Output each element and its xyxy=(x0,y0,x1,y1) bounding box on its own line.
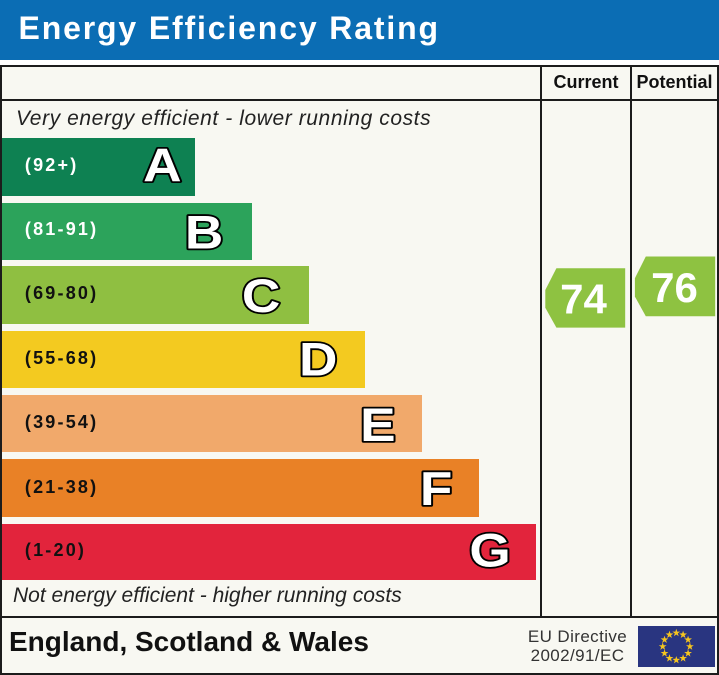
svg-text:A: A xyxy=(143,138,181,192)
svg-text:74: 74 xyxy=(560,275,607,322)
svg-text:D: D xyxy=(299,332,337,386)
svg-text:G: G xyxy=(469,523,510,577)
svg-text:E: E xyxy=(360,398,395,452)
svg-text:F: F xyxy=(420,462,453,516)
svg-text:76: 76 xyxy=(651,264,698,311)
svg-text:C: C xyxy=(242,269,280,323)
svg-text:B: B xyxy=(185,205,223,259)
